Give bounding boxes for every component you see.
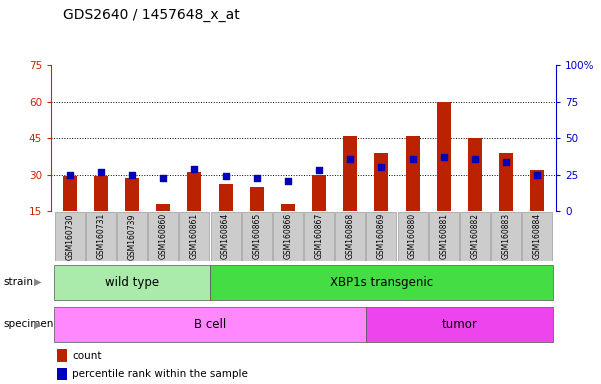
Bar bbox=[468, 138, 482, 211]
Bar bbox=[57, 368, 67, 380]
Bar bbox=[188, 172, 201, 211]
Text: GSM160881: GSM160881 bbox=[439, 213, 448, 259]
Text: GSM160739: GSM160739 bbox=[127, 213, 136, 260]
Point bbox=[377, 164, 386, 170]
FancyBboxPatch shape bbox=[366, 307, 553, 342]
Bar bbox=[437, 102, 451, 211]
Text: GSM160884: GSM160884 bbox=[532, 213, 542, 259]
FancyBboxPatch shape bbox=[148, 212, 178, 261]
Text: percentile rank within the sample: percentile rank within the sample bbox=[72, 369, 248, 379]
Bar bbox=[312, 175, 326, 211]
Point bbox=[407, 156, 417, 162]
Bar bbox=[57, 349, 67, 362]
Bar bbox=[63, 176, 77, 211]
Text: GSM160730: GSM160730 bbox=[66, 213, 75, 260]
Text: count: count bbox=[72, 351, 102, 361]
Text: XBP1s transgenic: XBP1s transgenic bbox=[330, 276, 433, 289]
Text: GSM160860: GSM160860 bbox=[159, 213, 168, 260]
FancyBboxPatch shape bbox=[54, 307, 366, 342]
FancyBboxPatch shape bbox=[242, 212, 272, 261]
Text: GSM160883: GSM160883 bbox=[502, 213, 511, 259]
Text: GSM160861: GSM160861 bbox=[190, 213, 199, 259]
FancyBboxPatch shape bbox=[210, 212, 240, 261]
Text: GSM160867: GSM160867 bbox=[314, 213, 323, 260]
FancyBboxPatch shape bbox=[117, 212, 147, 261]
Bar bbox=[250, 187, 264, 211]
Text: tumor: tumor bbox=[441, 318, 477, 331]
FancyBboxPatch shape bbox=[367, 212, 397, 261]
Text: GSM160864: GSM160864 bbox=[221, 213, 230, 260]
FancyBboxPatch shape bbox=[398, 212, 427, 261]
Bar bbox=[499, 153, 513, 211]
Point bbox=[96, 169, 106, 175]
FancyBboxPatch shape bbox=[86, 212, 116, 261]
Text: ▶: ▶ bbox=[34, 277, 41, 287]
Point bbox=[532, 172, 542, 178]
Bar bbox=[374, 153, 388, 211]
Text: wild type: wild type bbox=[105, 276, 159, 289]
Text: GSM160880: GSM160880 bbox=[408, 213, 417, 259]
Text: GSM160869: GSM160869 bbox=[377, 213, 386, 260]
FancyBboxPatch shape bbox=[335, 212, 365, 261]
Bar bbox=[343, 136, 357, 211]
Bar bbox=[125, 179, 139, 211]
Text: GSM160882: GSM160882 bbox=[471, 213, 480, 259]
Bar bbox=[156, 204, 170, 211]
Text: GSM160731: GSM160731 bbox=[96, 213, 105, 260]
Point bbox=[159, 175, 168, 181]
Point bbox=[252, 175, 261, 181]
Text: B cell: B cell bbox=[194, 318, 226, 331]
Point bbox=[65, 172, 75, 178]
FancyBboxPatch shape bbox=[55, 212, 85, 261]
Point bbox=[283, 177, 293, 184]
Point bbox=[190, 166, 200, 172]
Point bbox=[439, 154, 448, 160]
Bar bbox=[406, 136, 419, 211]
FancyBboxPatch shape bbox=[180, 212, 209, 261]
FancyBboxPatch shape bbox=[429, 212, 459, 261]
Text: strain: strain bbox=[3, 277, 33, 287]
FancyBboxPatch shape bbox=[304, 212, 334, 261]
FancyBboxPatch shape bbox=[210, 265, 553, 300]
Point bbox=[127, 172, 137, 178]
FancyBboxPatch shape bbox=[460, 212, 490, 261]
Point bbox=[221, 173, 230, 179]
Point bbox=[501, 159, 511, 165]
Point bbox=[346, 156, 355, 162]
Text: ▶: ▶ bbox=[34, 319, 41, 329]
Bar bbox=[281, 204, 295, 211]
FancyBboxPatch shape bbox=[54, 265, 210, 300]
Bar bbox=[530, 170, 545, 211]
Bar bbox=[219, 184, 233, 211]
Text: specimen: specimen bbox=[3, 319, 53, 329]
Point bbox=[314, 167, 324, 174]
Text: GSM160868: GSM160868 bbox=[346, 213, 355, 259]
FancyBboxPatch shape bbox=[491, 212, 521, 261]
Bar bbox=[94, 176, 108, 211]
FancyBboxPatch shape bbox=[273, 212, 303, 261]
FancyBboxPatch shape bbox=[522, 212, 552, 261]
Text: GDS2640 / 1457648_x_at: GDS2640 / 1457648_x_at bbox=[63, 8, 240, 22]
Text: GSM160866: GSM160866 bbox=[284, 213, 293, 260]
Text: GSM160865: GSM160865 bbox=[252, 213, 261, 260]
Point bbox=[470, 156, 480, 162]
